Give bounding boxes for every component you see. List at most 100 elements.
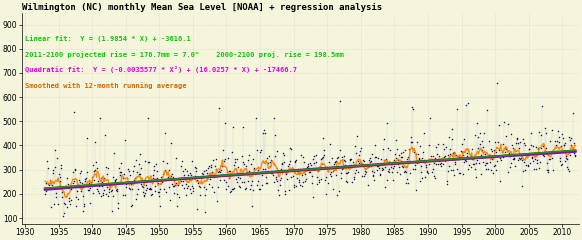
Point <box>375 167 384 170</box>
Point <box>567 149 577 153</box>
Point <box>68 184 77 188</box>
Point <box>450 160 460 163</box>
Point <box>552 149 562 153</box>
Point <box>137 184 147 188</box>
Point <box>181 193 190 197</box>
Point <box>48 184 57 187</box>
Point <box>569 111 578 115</box>
Point <box>310 167 320 171</box>
Point <box>482 108 491 112</box>
Point <box>556 144 566 148</box>
Point <box>325 172 335 176</box>
Point <box>501 146 510 150</box>
Point <box>335 189 344 193</box>
Point <box>257 183 267 187</box>
Point <box>469 162 478 166</box>
Point <box>451 162 460 166</box>
Point <box>186 191 196 195</box>
Point <box>356 162 365 165</box>
Point <box>117 181 126 185</box>
Point <box>149 168 158 172</box>
Point <box>500 150 509 154</box>
Point <box>521 163 531 167</box>
Point <box>108 209 117 213</box>
Point <box>421 158 430 162</box>
Point <box>509 156 519 160</box>
Point <box>188 189 197 192</box>
Point <box>448 127 457 131</box>
Point <box>368 174 377 178</box>
Point <box>238 161 247 164</box>
Point <box>570 151 579 155</box>
Point <box>315 180 324 184</box>
Point <box>67 198 76 202</box>
Point <box>327 174 336 178</box>
Point <box>472 158 481 162</box>
Point <box>548 156 557 160</box>
Point <box>154 190 164 194</box>
Point <box>277 162 286 166</box>
Point <box>441 160 450 163</box>
Point <box>172 181 181 185</box>
Point <box>161 168 170 172</box>
Point <box>317 156 327 159</box>
Point <box>141 191 150 195</box>
Point <box>528 144 538 148</box>
Point <box>416 170 425 174</box>
Point <box>324 160 333 164</box>
Point <box>407 135 416 139</box>
Point <box>146 187 155 191</box>
Point <box>145 186 154 190</box>
Point <box>466 154 475 158</box>
Point <box>527 155 537 159</box>
Point <box>294 179 304 182</box>
Point <box>540 126 549 130</box>
Point <box>192 178 201 181</box>
Point <box>134 172 143 176</box>
Point <box>457 142 466 146</box>
Point <box>426 158 435 162</box>
Point <box>540 154 549 157</box>
Point <box>59 211 68 215</box>
Point <box>531 167 540 171</box>
Point <box>410 167 420 171</box>
Point <box>63 182 73 186</box>
Point <box>62 176 72 180</box>
Point <box>217 164 226 168</box>
Point <box>406 140 416 144</box>
Point <box>489 148 499 152</box>
Point <box>421 165 431 168</box>
Point <box>411 153 421 156</box>
Point <box>254 187 264 191</box>
Point <box>333 156 342 160</box>
Point <box>340 163 349 167</box>
Point <box>311 153 320 156</box>
Point <box>239 125 248 129</box>
Point <box>48 168 58 172</box>
Point <box>493 81 502 85</box>
Point <box>502 134 511 138</box>
Point <box>264 161 273 164</box>
Point <box>455 172 464 175</box>
Point <box>459 160 469 164</box>
Point <box>512 136 521 140</box>
Point <box>559 143 568 147</box>
Point <box>417 176 427 180</box>
Point <box>449 173 459 177</box>
Point <box>179 173 189 177</box>
Point <box>132 158 141 162</box>
Point <box>133 170 142 174</box>
Point <box>262 181 271 185</box>
Point <box>510 157 519 161</box>
Point <box>296 153 306 157</box>
Point <box>265 160 274 163</box>
Point <box>453 108 462 111</box>
Point <box>420 158 429 162</box>
Point <box>378 166 387 170</box>
Point <box>73 182 82 186</box>
Point <box>55 179 64 183</box>
Point <box>245 153 254 156</box>
Point <box>122 181 132 185</box>
Point <box>52 186 62 190</box>
Point <box>206 163 215 167</box>
